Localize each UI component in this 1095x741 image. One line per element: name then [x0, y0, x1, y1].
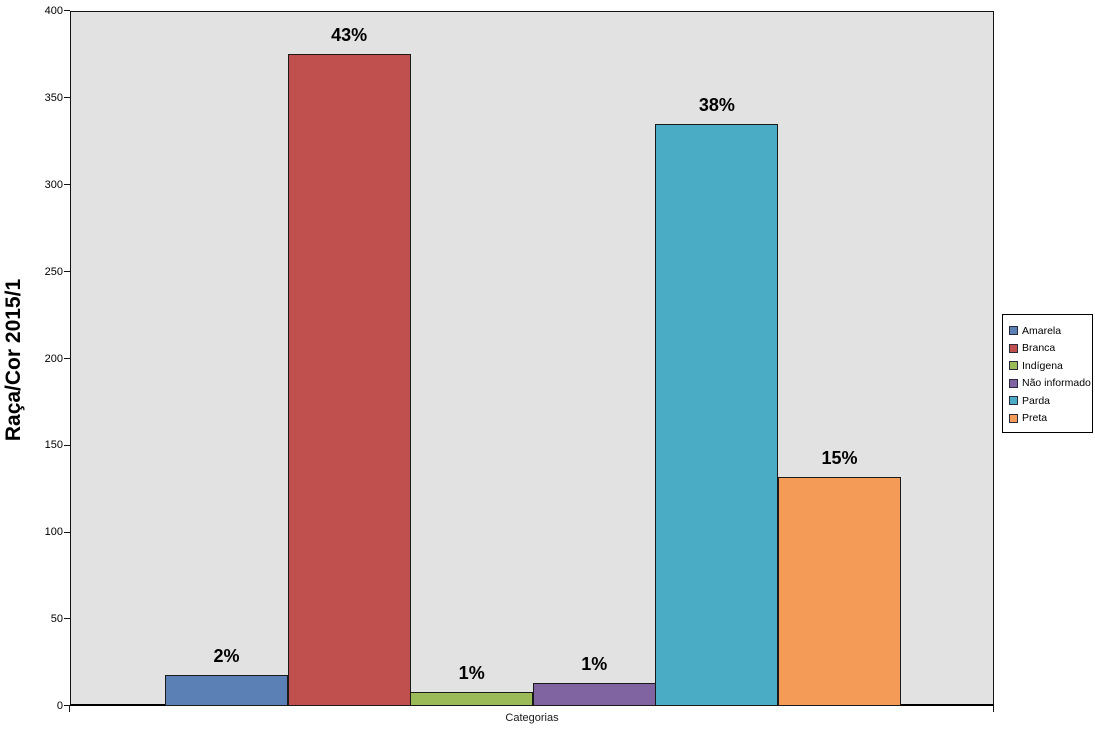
y-tick-mark [64, 270, 70, 272]
legend-label: Parda [1022, 394, 1051, 407]
legend-swatch-icon [1009, 413, 1018, 423]
legend-swatch-icon [1009, 378, 1018, 388]
bar-value-label: 38% [698, 94, 735, 115]
y-tick-label: 0 [56, 700, 63, 712]
legend-item-preta: Preta [1009, 410, 1092, 428]
y-tick-label: 250 [44, 265, 63, 278]
y-tick-mark [64, 705, 70, 707]
legend-item-indígena: Indígena [1009, 357, 1092, 375]
bar-amarela [165, 674, 288, 706]
bar-value-label: 1% [581, 654, 608, 675]
y-tick-mark [64, 184, 70, 185]
bar-não-informado [532, 683, 656, 706]
legend-label: Não informado [1022, 377, 1091, 390]
bar-branca [287, 54, 411, 706]
x-axis-title: Categorias [505, 712, 559, 724]
legend-item-branca: Branca [1009, 340, 1092, 358]
bar-value-label: 43% [331, 25, 368, 46]
bar-preta [778, 476, 901, 706]
legend: Amarela Branca Indígena Não informado Parda P… [1002, 314, 1093, 433]
legend-swatch-icon [1009, 361, 1018, 371]
bar-value-label: 2% [213, 645, 240, 666]
legend-label: Branca [1022, 342, 1056, 355]
y-tick-label: 300 [44, 178, 63, 191]
legend-label: Indígena [1022, 359, 1063, 372]
y-tick-mark [64, 618, 70, 620]
bar-indígena [410, 692, 534, 706]
legend-swatch-icon [1009, 343, 1018, 353]
legend-label: Preta [1022, 412, 1048, 425]
y-tick-label: 200 [44, 352, 63, 365]
x-tick-mark [993, 706, 995, 712]
legend-swatch-icon [1009, 326, 1018, 336]
y-tick-mark [64, 357, 70, 359]
y-tick-mark [64, 10, 70, 12]
legend-item-não-informado: Não informado [1009, 375, 1092, 393]
legend-item-amarela: Amarela [1009, 322, 1092, 340]
bar-value-label: 15% [821, 447, 858, 468]
y-tick-label: 50 [50, 613, 63, 626]
legend-label: Amarela [1022, 324, 1062, 337]
legend-swatch-icon [1009, 396, 1018, 406]
legend-item-parda: Parda [1009, 392, 1092, 410]
y-tick-mark [64, 97, 70, 99]
y-tick-label: 400 [44, 5, 63, 17]
y-tick-mark [64, 531, 70, 533]
y-tick-label: 350 [44, 91, 63, 104]
bar-value-label: 1% [458, 663, 485, 684]
y-tick-label: 100 [44, 526, 63, 539]
y-tick-label: 150 [44, 439, 63, 452]
y-tick-mark [64, 444, 70, 446]
x-tick-mark [69, 706, 71, 712]
bar-parda [655, 123, 779, 706]
